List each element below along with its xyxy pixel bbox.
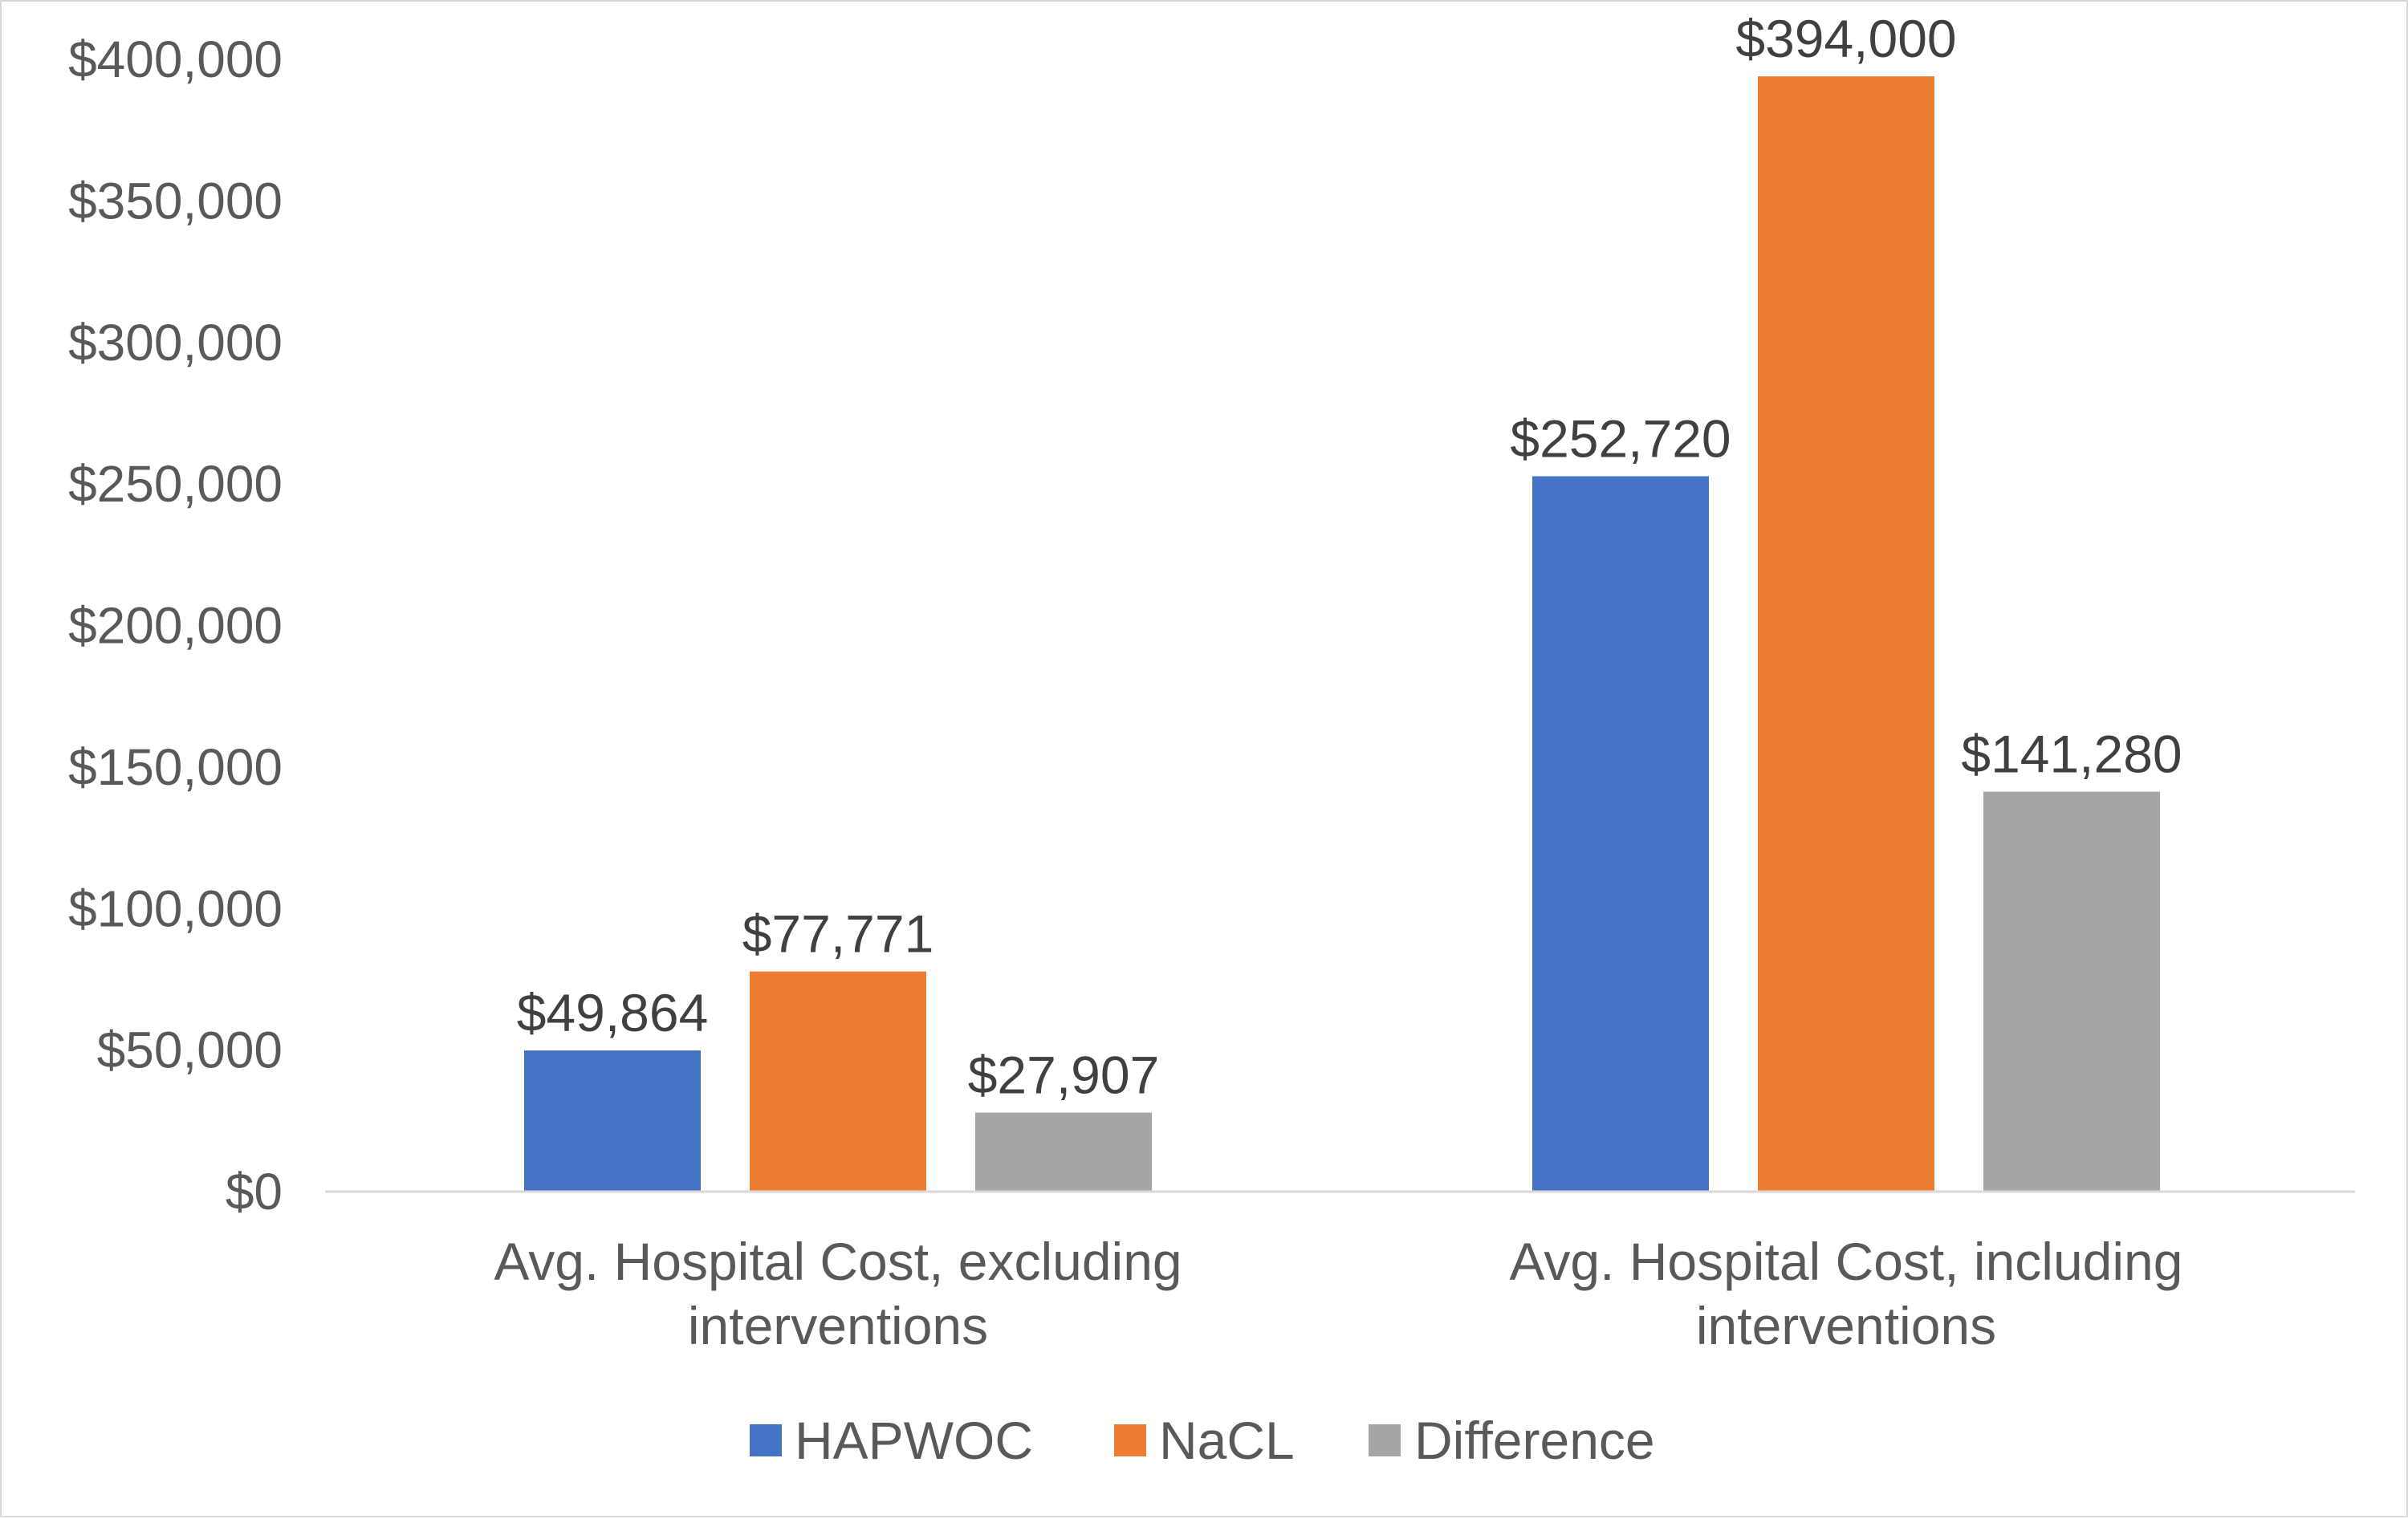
data-label: $27,907 xyxy=(968,1046,1160,1105)
data-label: $252,720 xyxy=(1510,409,1731,469)
data-label: $49,864 xyxy=(517,983,709,1042)
legend-swatch-difference xyxy=(1369,1424,1401,1456)
legend-label-difference: Difference xyxy=(1414,1411,1655,1470)
bar-hapwoc xyxy=(1532,476,1709,1192)
bar-difference xyxy=(1983,791,2160,1192)
bar-nacl xyxy=(750,971,926,1192)
data-label: $141,280 xyxy=(1961,725,2182,784)
x-category-label: Avg. Hospital Cost, including xyxy=(1510,1232,2183,1291)
y-tick-label: $400,000 xyxy=(68,30,283,88)
y-tick-label: $250,000 xyxy=(68,455,283,513)
x-category-label: interventions xyxy=(688,1296,988,1355)
y-tick-label: $200,000 xyxy=(68,597,283,655)
x-category-label: interventions xyxy=(1696,1296,1996,1355)
y-tick-label: $50,000 xyxy=(97,1021,283,1079)
y-tick-label: $100,000 xyxy=(68,879,283,937)
y-tick-label: $150,000 xyxy=(68,738,283,796)
y-tick-label: $0 xyxy=(226,1163,283,1220)
y-tick-label: $350,000 xyxy=(68,172,283,229)
bar-hapwoc xyxy=(524,1050,701,1192)
legend-swatch-nacl xyxy=(1114,1424,1146,1456)
data-label: $394,000 xyxy=(1735,9,1956,68)
data-label: $77,771 xyxy=(742,904,934,964)
bar-nacl xyxy=(1758,76,1934,1192)
x-category-label: Avg. Hospital Cost, excluding xyxy=(494,1232,1182,1291)
bar-difference xyxy=(975,1112,1152,1192)
legend-label-nacl: NaCL xyxy=(1159,1411,1295,1470)
legend-label-hapwoc: HAPWOC xyxy=(795,1411,1033,1470)
legend-swatch-hapwoc xyxy=(750,1424,782,1456)
y-tick-label: $300,000 xyxy=(68,314,283,372)
